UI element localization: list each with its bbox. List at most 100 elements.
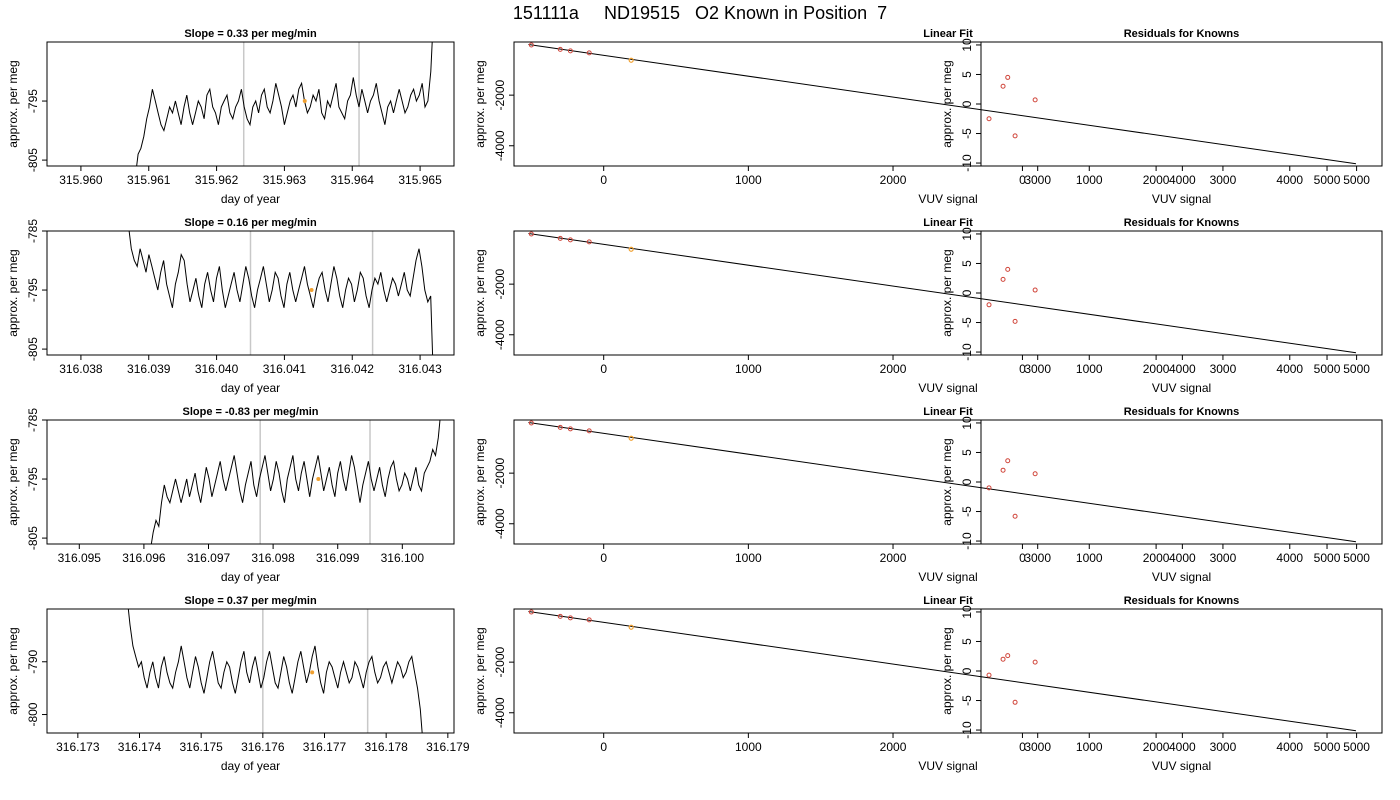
x-tick-label: 316.099 — [316, 551, 360, 565]
x-axis-label: day of year — [221, 570, 280, 584]
data-point — [586, 50, 592, 56]
y-axis-label: approx. per meg — [940, 438, 954, 525]
y-tick-label: 0 — [960, 478, 974, 485]
chart-panel: Residuals for Knowns 0 1000 2000 3000 4000 500… — [940, 595, 1383, 773]
series-line — [128, 231, 434, 355]
x-tick-label: 1000 — [735, 551, 762, 565]
x-tick-label: 3000 — [1024, 740, 1051, 754]
y-tick-label: -790 — [26, 649, 40, 673]
x-tick-label: 0 — [600, 362, 607, 376]
x-tick-label: 1000 — [1076, 740, 1103, 754]
x-tick-label: 5000 — [1314, 551, 1341, 565]
x-axis-label: VUV signal — [918, 192, 977, 206]
plot-area — [528, 420, 1357, 543]
series-line — [136, 42, 433, 166]
x-axis-label: VUV signal — [918, 759, 977, 773]
y-tick-label: 10 — [960, 416, 974, 430]
data-point — [1032, 471, 1038, 477]
data-point — [1012, 699, 1018, 705]
data-point — [1000, 83, 1006, 89]
highlight-point — [309, 288, 314, 293]
data-point — [986, 116, 992, 122]
x-axis-label: VUV signal — [1152, 192, 1211, 206]
data-point — [567, 48, 573, 54]
x-tick-label: 4000 — [1276, 740, 1303, 754]
x-tick-label: 316.179 — [426, 740, 470, 754]
plot-area — [986, 74, 1038, 139]
plot-area — [127, 609, 423, 733]
x-tick-label: 0 — [1019, 173, 1026, 187]
y-tick-label: 10 — [960, 605, 974, 619]
x-axis-label: VUV signal — [1152, 381, 1211, 395]
y-tick-label: -5 — [960, 695, 974, 706]
y-tick-label: -4000 — [493, 508, 507, 539]
y-tick-label: 5 — [960, 449, 974, 456]
y-axis-label: approx. per meg — [940, 60, 954, 147]
y-tick-label: -800 — [26, 702, 40, 726]
data-point — [557, 424, 563, 430]
x-tick-label: 316.095 — [58, 551, 102, 565]
y-tick-label: 0 — [960, 100, 974, 107]
x-tick-label: 5000 — [1343, 551, 1370, 565]
plot-frame — [46, 230, 455, 356]
plot-area — [128, 231, 434, 355]
data-point — [986, 485, 992, 491]
y-tick-label: -10 — [960, 154, 974, 172]
x-tick-label: 4000 — [1276, 362, 1303, 376]
chart-title: Slope = 0.16 per meg/min — [184, 217, 317, 229]
y-tick-label: -2000 — [493, 268, 507, 299]
y-tick-label: -4000 — [493, 130, 507, 161]
x-tick-label: 316.174 — [118, 740, 162, 754]
data-point — [586, 428, 592, 434]
y-tick-label: 5 — [960, 638, 974, 645]
x-axis-label: day of year — [221, 759, 280, 773]
x-tick-label: 0 — [1019, 740, 1026, 754]
x-tick-label: 0 — [1019, 551, 1026, 565]
plot-frame — [46, 419, 455, 545]
x-tick-label: 4000 — [1169, 740, 1196, 754]
y-tick-label: -4000 — [493, 697, 507, 728]
plot-area — [986, 653, 1038, 705]
x-tick-label: 3000 — [1210, 362, 1237, 376]
y-tick-label: -795 — [26, 467, 40, 491]
x-tick-label: 316.096 — [122, 551, 166, 565]
x-tick-label: 316.176 — [241, 740, 285, 754]
x-tick-label: 2000 — [1143, 551, 1170, 565]
chart-title: Residuals for Knowns — [1124, 595, 1240, 607]
x-tick-label: 2000 — [880, 740, 907, 754]
data-point — [1000, 276, 1006, 282]
highlight-point — [628, 246, 634, 252]
x-tick-label: 5000 — [1343, 173, 1370, 187]
fit-line — [528, 233, 1357, 354]
y-axis-label: approx. per meg — [6, 60, 20, 147]
y-tick-label: -2000 — [493, 457, 507, 488]
y-tick-label: -10 — [960, 721, 974, 739]
x-tick-label: 316.043 — [398, 362, 442, 376]
y-axis-label: approx. per meg — [6, 249, 20, 336]
x-tick-label: 0 — [600, 173, 607, 187]
chart-title: Linear Fit — [923, 28, 973, 40]
y-tick-label: -785 — [26, 408, 40, 432]
chart-title: Residuals for Knowns — [1124, 28, 1240, 40]
highlight-point — [316, 477, 321, 482]
chart-title: Residuals for Knowns — [1124, 217, 1240, 229]
x-axis-label: day of year — [221, 192, 280, 206]
chart-panel: Slope = 0.37 per meg/min 316.173 316.174 31… — [6, 595, 470, 773]
x-tick-label: 2000 — [880, 173, 907, 187]
highlight-point — [310, 670, 315, 675]
chart-title: Residuals for Knowns — [1124, 406, 1240, 418]
data-point — [586, 239, 592, 245]
x-tick-label: 316.175 — [179, 740, 223, 754]
x-tick-label: 2000 — [1143, 173, 1170, 187]
data-point — [528, 231, 534, 237]
x-tick-label: 316.100 — [381, 551, 425, 565]
highlight-point — [628, 57, 634, 63]
data-point — [1005, 266, 1011, 272]
data-point — [1012, 133, 1018, 139]
x-tick-label: 2000 — [1143, 740, 1170, 754]
y-tick-label: 5 — [960, 71, 974, 78]
chart-panel: Slope = -0.83 per meg/min 316.095 316.096 3… — [6, 406, 455, 584]
y-axis-label: approx. per meg — [473, 627, 487, 714]
